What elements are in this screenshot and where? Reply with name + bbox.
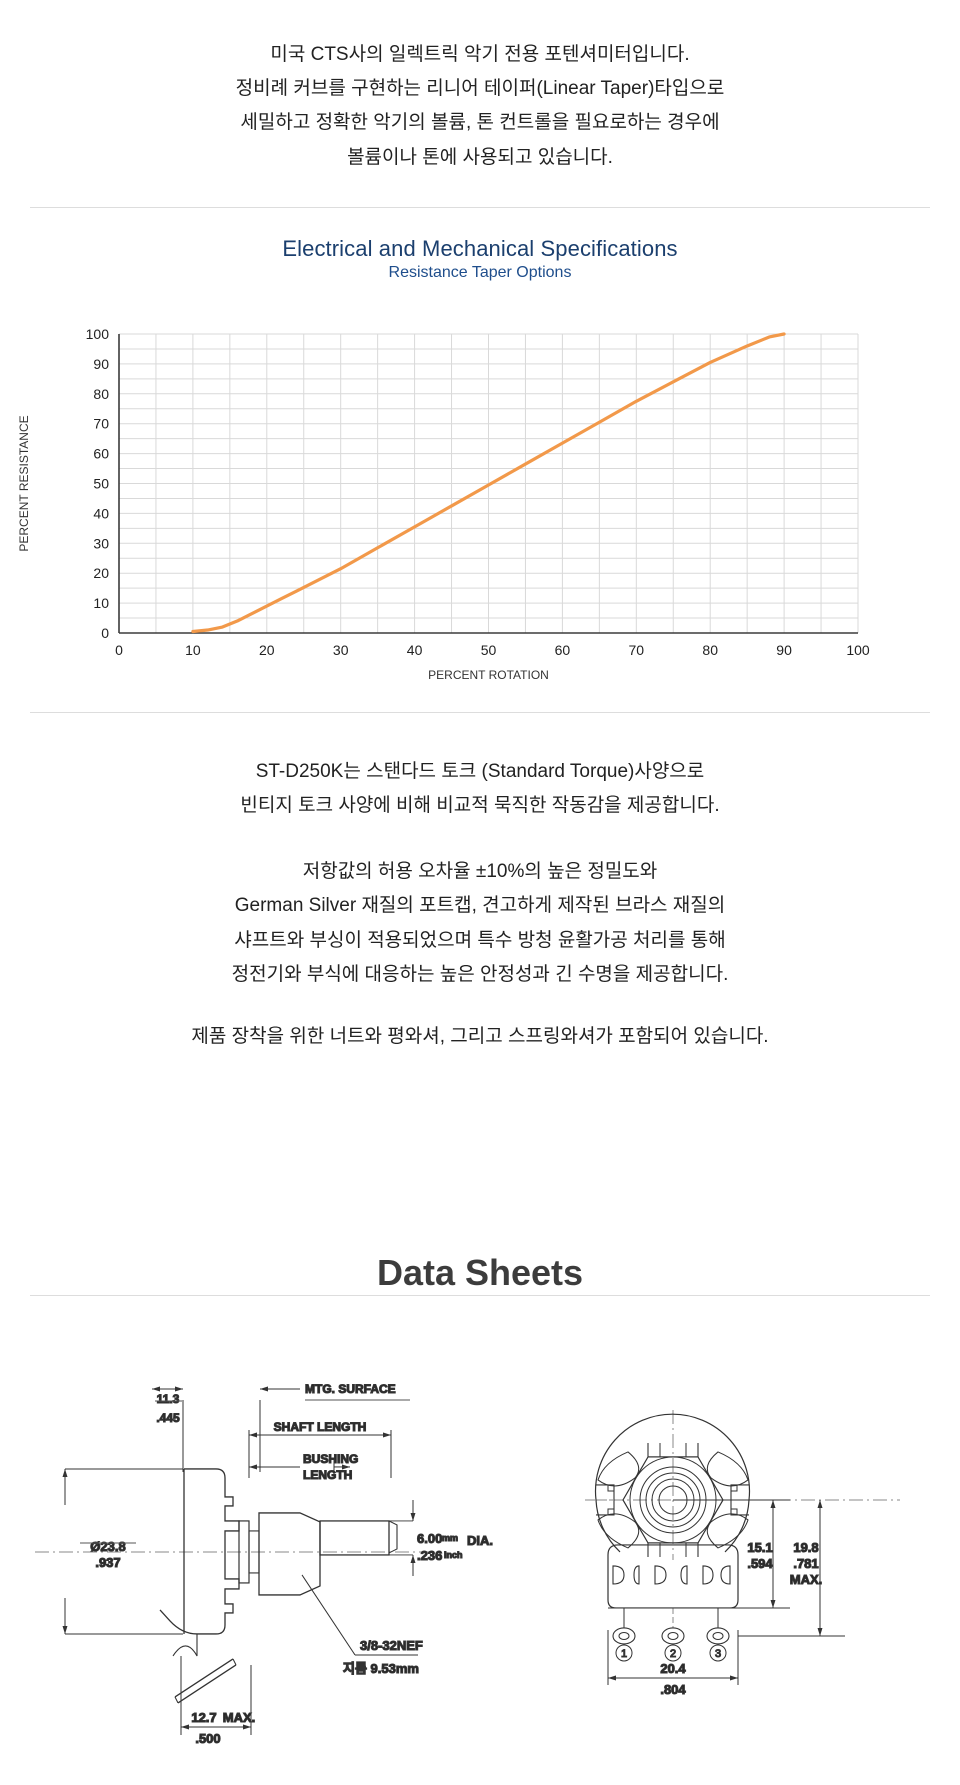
svg-text:90: 90 [93, 356, 109, 372]
svg-text:70: 70 [93, 415, 109, 431]
svg-text:.500: .500 [195, 1731, 220, 1746]
svg-text:80: 80 [93, 386, 109, 402]
svg-text:PERCENT RESISTANCE: PERCENT RESISTANCE [17, 415, 31, 551]
svg-text:50: 50 [93, 475, 109, 491]
svg-text:100: 100 [86, 326, 110, 342]
svg-text:1: 1 [621, 1648, 627, 1660]
svg-text:.445: .445 [156, 1411, 180, 1425]
svg-text:.594: .594 [747, 1556, 773, 1571]
svg-text:.804: .804 [660, 1682, 686, 1697]
svg-text:mm: mm [442, 1533, 458, 1543]
svg-text:LENGTH: LENGTH [303, 1468, 352, 1482]
svg-text:PERCENT ROTATION: PERCENT ROTATION [428, 668, 549, 682]
svg-text:15.1: 15.1 [747, 1540, 772, 1555]
svg-text:0: 0 [115, 642, 123, 658]
svg-text:40: 40 [407, 642, 423, 658]
svg-text:11.3: 11.3 [157, 1392, 180, 1406]
svg-text:90: 90 [776, 642, 792, 658]
svg-text:80: 80 [702, 642, 718, 658]
svg-text:.236: .236 [417, 1548, 442, 1563]
svg-text:Ø23.8: Ø23.8 [90, 1539, 125, 1554]
svg-text:MTG. SURFACE: MTG. SURFACE [305, 1382, 396, 1396]
svg-text:3: 3 [715, 1648, 721, 1660]
svg-text:.781: .781 [793, 1556, 818, 1571]
svg-text:3/8-32NEF: 3/8-32NEF [360, 1638, 423, 1653]
svg-text:30: 30 [93, 535, 109, 551]
svg-text:12.7: 12.7 [191, 1710, 216, 1725]
svg-text:지름 9.53mm: 지름 9.53mm [343, 1661, 419, 1676]
svg-text:20: 20 [259, 642, 275, 658]
svg-text:20: 20 [93, 565, 109, 581]
svg-text:Inch: Inch [444, 1550, 463, 1560]
svg-text:10: 10 [93, 595, 109, 611]
svg-text:40: 40 [93, 505, 109, 521]
svg-text:0: 0 [101, 625, 109, 641]
svg-text:DIA.: DIA. [467, 1533, 493, 1548]
svg-text:.937: .937 [95, 1555, 120, 1570]
svg-text:19.8: 19.8 [793, 1540, 818, 1555]
svg-text:MAX.: MAX. [790, 1572, 823, 1587]
svg-text:50: 50 [481, 642, 497, 658]
svg-text:SHAFT LENGTH: SHAFT LENGTH [274, 1420, 367, 1434]
svg-text:6.00: 6.00 [417, 1531, 442, 1546]
svg-text:BUSHING: BUSHING [303, 1452, 358, 1466]
svg-text:60: 60 [555, 642, 571, 658]
svg-text:10: 10 [185, 642, 201, 658]
svg-text:20.4: 20.4 [660, 1661, 686, 1676]
svg-text:100: 100 [846, 642, 870, 658]
svg-text:60: 60 [93, 445, 109, 461]
svg-text:MAX.: MAX. [223, 1710, 256, 1725]
svg-text:70: 70 [629, 642, 645, 658]
svg-text:30: 30 [333, 642, 349, 658]
svg-text:2: 2 [670, 1648, 676, 1660]
